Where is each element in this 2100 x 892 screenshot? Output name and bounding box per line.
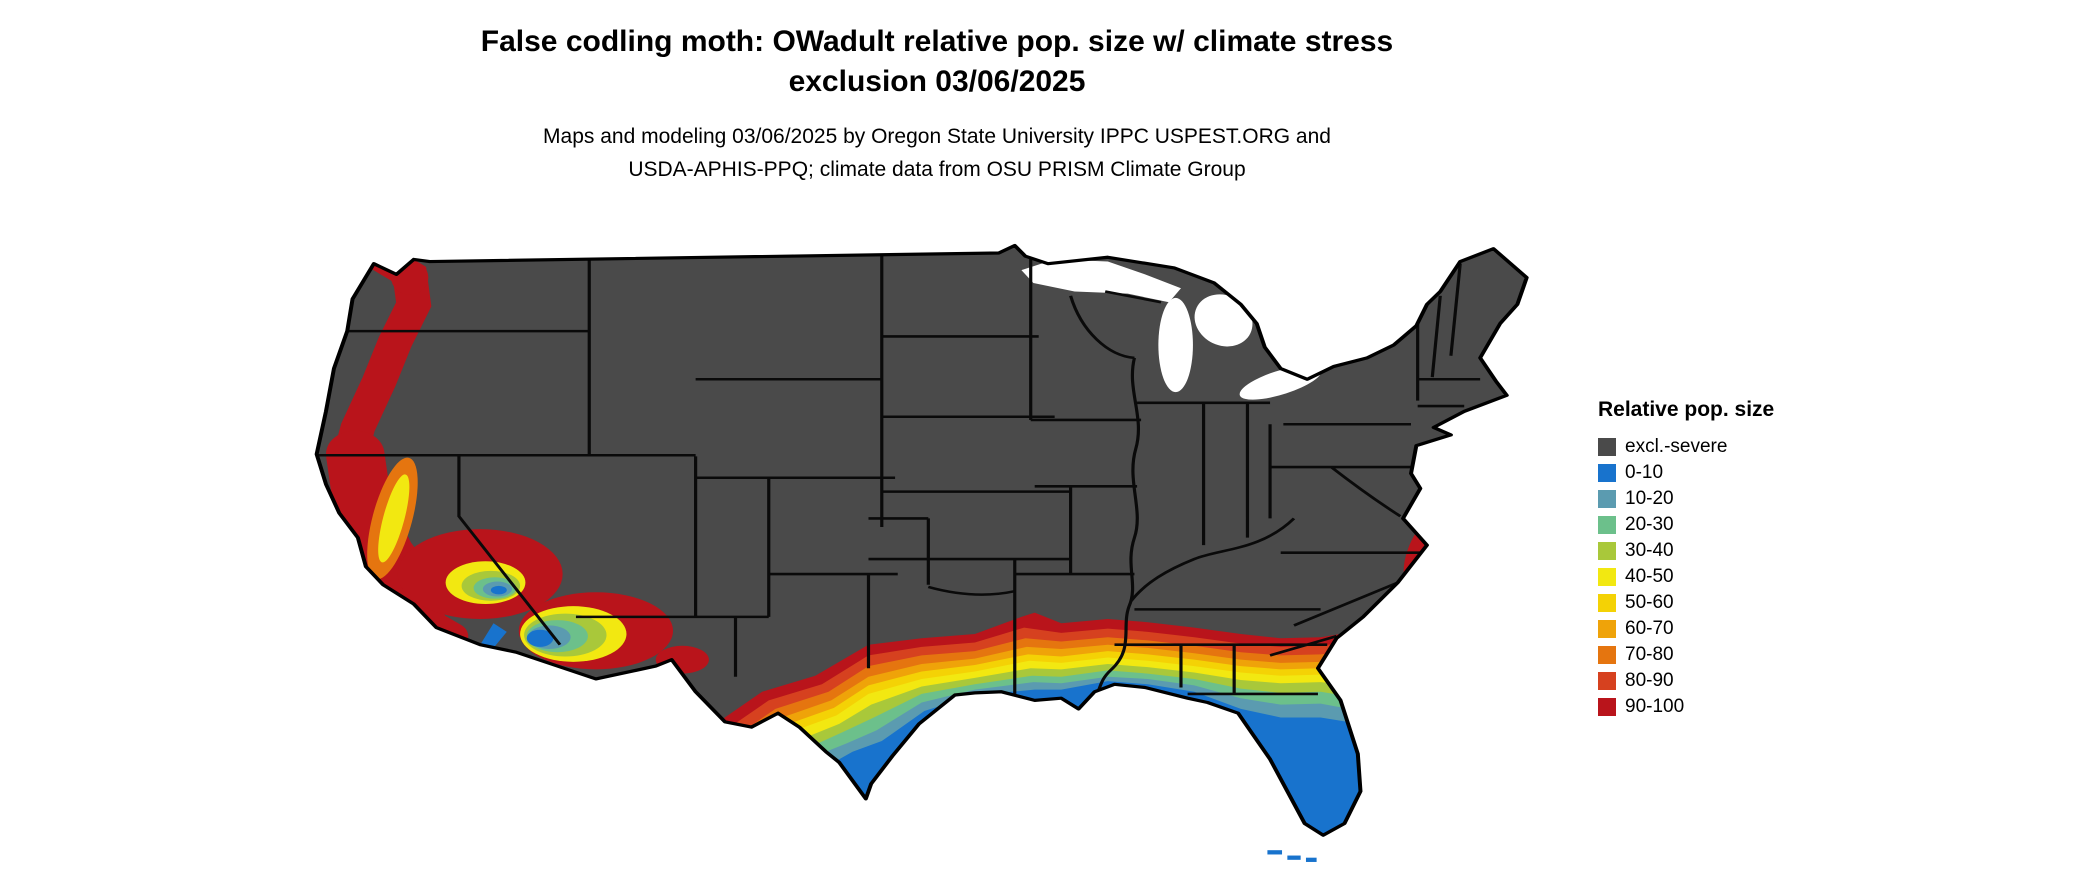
legend-swatch	[1598, 464, 1616, 482]
legend-item: 80-90	[1598, 668, 1858, 694]
legend-item: 10-20	[1598, 486, 1858, 512]
central-valley-yellow	[378, 474, 410, 563]
lake-michigan	[1158, 297, 1193, 393]
legend-label: 60-70	[1625, 618, 1674, 639]
legend-label: 10-20	[1625, 488, 1674, 509]
north-border-red-speck	[1062, 255, 1071, 261]
legend-item: 90-100	[1598, 694, 1858, 720]
map-subtitle-line1: Maps and modeling 03/06/2025 by Oregon S…	[543, 125, 1331, 148]
map-title: False codling moth: OWadult relative pop…	[0, 22, 1874, 102]
lake-huron	[1194, 294, 1253, 347]
state-borders	[316, 252, 1481, 709]
map-subtitle: Maps and modeling 03/06/2025 by Oregon S…	[0, 120, 1874, 186]
legend: Relative pop. size excl.-severe 0-10 10-…	[1598, 398, 1858, 720]
legend-item: 0-10	[1598, 460, 1858, 486]
legend-swatch	[1598, 542, 1616, 560]
legend-swatch	[1598, 568, 1616, 586]
us-outline	[314, 243, 1529, 837]
legend-swatch	[1598, 490, 1616, 508]
legend-label: 90-100	[1625, 696, 1685, 717]
map-fill-layer	[316, 245, 1527, 836]
legend-swatch	[1598, 620, 1616, 638]
florida-key-1	[1267, 850, 1283, 855]
legend-item: 20-30	[1598, 512, 1858, 538]
legend-item: 60-70	[1598, 616, 1858, 642]
legend-swatch	[1598, 438, 1616, 456]
puget-red-patch	[391, 260, 429, 295]
legend-swatch	[1598, 672, 1616, 690]
legend-title: Relative pop. size	[1598, 398, 1775, 421]
legend-swatch	[1598, 594, 1616, 612]
us-map-svg	[314, 243, 1529, 862]
map-title-line1: False codling moth: OWadult relative pop…	[480, 25, 1394, 58]
legend-label: 80-90	[1625, 670, 1674, 691]
legend-swatch	[1598, 698, 1616, 716]
map-subtitle-line2: USDA-APHIS-PPQ; climate data from OSU PR…	[628, 158, 1246, 181]
legend-item: excl.-severe	[1598, 434, 1858, 460]
legend-label: 30-40	[1625, 540, 1674, 561]
legend-label: 70-80	[1625, 644, 1674, 665]
arizona-red-east	[655, 645, 709, 674]
arizona-blue	[526, 629, 554, 647]
legend-label: 50-60	[1625, 592, 1674, 613]
legend-item: 70-80	[1598, 642, 1858, 668]
florida-key-2	[1287, 855, 1301, 860]
legend-swatch	[1598, 646, 1616, 664]
legend-label: 40-50	[1625, 566, 1674, 587]
legend-label: 0-10	[1625, 462, 1664, 483]
yuma-river-blue	[480, 623, 507, 652]
us-map	[310, 238, 1540, 892]
legend-item: 30-40	[1598, 538, 1858, 564]
legend-item: 50-60	[1598, 590, 1858, 616]
legend-label: excl.-severe	[1625, 436, 1728, 457]
florida-key-3	[1305, 857, 1317, 862]
socal-blue	[490, 585, 507, 595]
legend-item: 40-50	[1598, 564, 1858, 590]
legend-label: 20-30	[1625, 514, 1674, 535]
florida-keys	[1267, 850, 1317, 862]
legend-swatch	[1598, 516, 1616, 534]
map-title-line2: exclusion 03/06/2025	[788, 65, 1086, 98]
lake-superior	[1021, 259, 1181, 303]
